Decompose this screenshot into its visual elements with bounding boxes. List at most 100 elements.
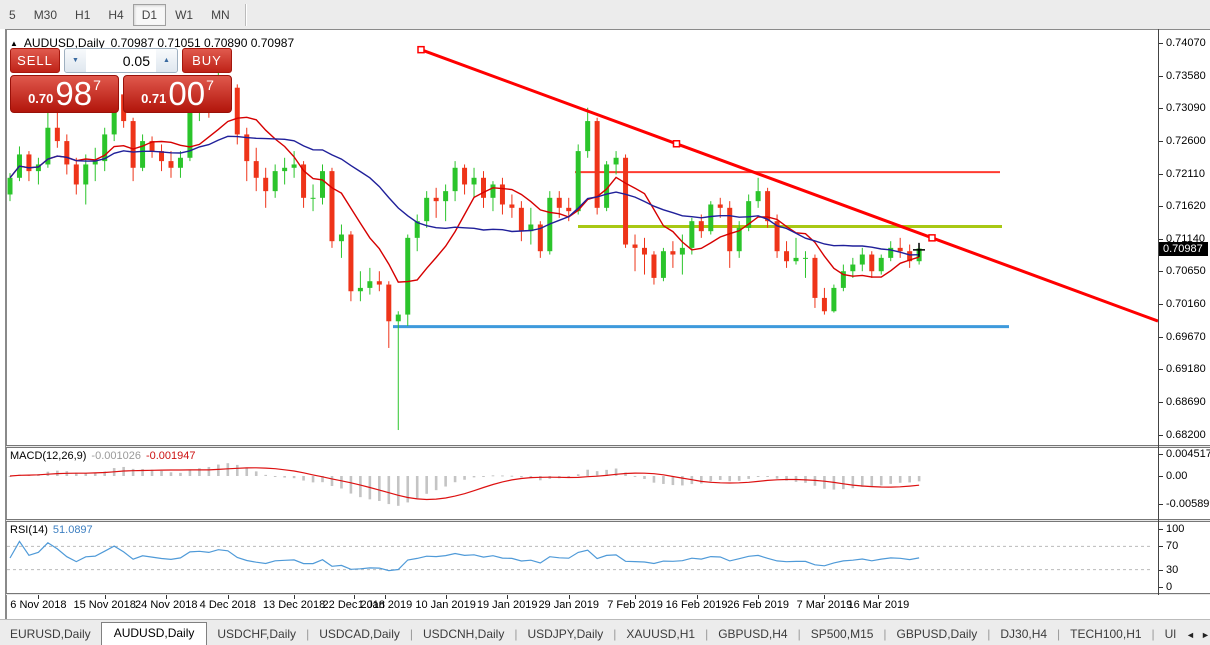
- macd-histogram-bar: [576, 474, 580, 476]
- chart-tab-usdcnh[interactable]: USDCNH,Daily: [423, 627, 505, 641]
- candle-body: [651, 254, 657, 278]
- chevron-up-icon: ▲: [163, 57, 170, 64]
- collapse-panel-icon[interactable]: ▲: [10, 38, 18, 48]
- chart-tab-eurusd[interactable]: EURUSD,Daily: [10, 627, 91, 641]
- chart-tab-sp500[interactable]: SP500,M15: [810, 627, 874, 641]
- period-button-h4[interactable]: H4: [108, 7, 124, 22]
- volume-increase-button[interactable]: ▲: [156, 49, 177, 72]
- chart-tab-xauusd[interactable]: XAUUSD,H1: [626, 627, 696, 641]
- chart-tab-dj30[interactable]: DJ30,H4: [1000, 627, 1048, 641]
- macd-histogram-bar: [605, 469, 608, 476]
- candle-body: [670, 251, 676, 255]
- candle-body: [253, 161, 259, 178]
- chart-tab-gbpusd[interactable]: GBPUSD,Daily: [896, 627, 978, 641]
- candle-body: [556, 197, 562, 208]
- ma-fast-line: [9, 116, 920, 283]
- macd-histogram-bar: [321, 476, 324, 483]
- period-button-m30[interactable]: M30: [33, 7, 58, 22]
- candle-body: [518, 207, 524, 232]
- scroll-left-icon[interactable]: ◄: [1186, 630, 1195, 640]
- date-axis-label: 26 Feb 2019: [727, 599, 790, 611]
- tab-separator: |: [306, 627, 310, 641]
- sell-quote-box[interactable]: 0.70 98 7: [10, 75, 119, 113]
- macd-histogram-bar: [434, 476, 438, 491]
- macd-histogram-bar: [37, 474, 40, 476]
- candle-body: [177, 157, 183, 168]
- period-button-mn[interactable]: MN: [211, 7, 230, 22]
- candle-body: [329, 171, 335, 242]
- volume-decrease-button[interactable]: ▼: [65, 49, 86, 72]
- candle-body: [102, 134, 108, 162]
- sell-price-prefix: 0.70: [28, 91, 54, 106]
- macd-histogram-bar: [311, 476, 315, 483]
- price-axis-tick: [1159, 238, 1163, 240]
- price-axis-tick: [1159, 369, 1163, 371]
- chart-tab-audusd[interactable]: AUDUSD,Daily: [100, 622, 208, 645]
- macd-histogram-bar: [264, 474, 267, 476]
- macd-histogram-bar: [728, 476, 732, 482]
- macd-histogram-bar: [700, 476, 703, 484]
- period-button-h1[interactable]: H1: [75, 7, 91, 22]
- macd-pane-splitter[interactable]: [6, 445, 1210, 448]
- macd-histogram-bar: [217, 464, 220, 476]
- rsi-axis-label: 100: [1166, 523, 1185, 535]
- volume-input[interactable]: [86, 49, 156, 72]
- buy-quote-box[interactable]: 0.71 00 7: [123, 75, 232, 113]
- candle-body: [784, 251, 790, 262]
- price-axis-tick: [1159, 206, 1163, 208]
- candle-body: [301, 164, 307, 198]
- price-axis-tick: [1159, 141, 1163, 143]
- buy-button[interactable]: BUY: [182, 48, 232, 73]
- chart-tab-gbpusd[interactable]: GBPUSD,H4: [718, 627, 788, 641]
- period-button-5[interactable]: 5: [9, 7, 16, 22]
- chart-canvas: [7, 45, 1159, 572]
- candle-body: [604, 164, 610, 208]
- candle-body: [793, 257, 799, 262]
- macd-histogram-bar: [396, 476, 400, 506]
- price-axis-label: 0.69670: [1166, 330, 1206, 343]
- macd-histogram-bar: [491, 475, 495, 477]
- chart-tab-usdchf[interactable]: USDCHF,Daily: [217, 627, 297, 641]
- macd-histogram-bar: [292, 476, 296, 479]
- candle-body: [140, 141, 146, 168]
- chart-tab-ul[interactable]: Ul: [1164, 627, 1177, 641]
- macd-histogram-bar: [188, 470, 192, 476]
- price-axis-tick: [1159, 303, 1163, 305]
- candle-body: [916, 248, 922, 262]
- price-axis-label: 0.70650: [1166, 265, 1206, 278]
- sell-button[interactable]: SELL: [10, 48, 60, 73]
- candle-body: [433, 197, 439, 202]
- chart-window[interactable]: ▲ AUDUSD,Daily 0.70987 0.71051 0.70890 0…: [0, 29, 1210, 619]
- trendline-handle[interactable]: [417, 45, 425, 54]
- trendline-handle[interactable]: [672, 140, 681, 148]
- date-axis-tick: [445, 595, 447, 599]
- candle-body: [774, 221, 780, 252]
- tab-separator: |: [514, 627, 518, 641]
- candle-body: [45, 127, 51, 165]
- date-axis-tick: [385, 595, 386, 599]
- period-button-d1[interactable]: D1: [132, 3, 167, 26]
- macd-axis-tick: [1159, 454, 1163, 456]
- date-axis-label: 7 Mar 2019: [796, 599, 853, 611]
- trendline-handle[interactable]: [928, 234, 936, 242]
- rsi-axis-label: 0: [1166, 581, 1173, 593]
- chart-tab-usdcad[interactable]: USDCAD,Daily: [319, 627, 400, 641]
- chart-tab-usdjpy[interactable]: USDJPY,Daily: [527, 627, 604, 641]
- candle-body: [717, 204, 723, 208]
- chart-ohlc-values: 0.70987 0.71051 0.70890 0.70987: [110, 36, 295, 50]
- candle-body: [348, 234, 354, 292]
- macd-histogram-bar: [482, 476, 485, 477]
- date-axis-label: 1 Jan 2019: [357, 599, 413, 611]
- macd-axis-label: 0.00: [1166, 470, 1188, 482]
- macd-histogram-bar: [160, 470, 163, 476]
- date-axis-tick: [878, 595, 880, 599]
- rsi-pane-splitter[interactable]: [6, 519, 1210, 522]
- price-axis-label: 0.73090: [1166, 102, 1206, 115]
- buy-price-prefix: 0.71: [141, 91, 167, 106]
- price-axis-tick: [1159, 434, 1163, 436]
- chart-tab-tech100[interactable]: TECH100,H1: [1070, 627, 1142, 641]
- toolbar-separator: [244, 3, 247, 26]
- scroll-right-icon[interactable]: ►: [1200, 630, 1210, 640]
- period-button-w1[interactable]: W1: [175, 7, 194, 22]
- descending-trendline[interactable]: [420, 48, 1159, 323]
